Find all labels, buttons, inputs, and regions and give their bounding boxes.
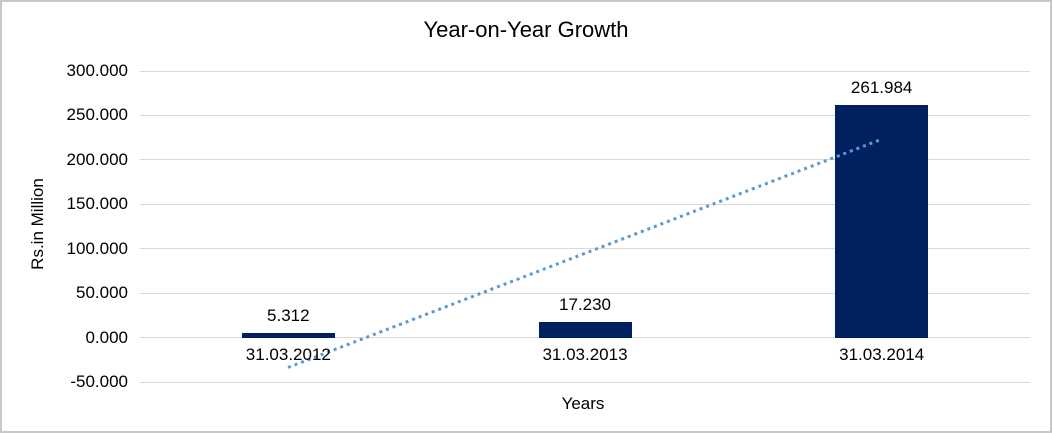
y-axis-tick-label: 300.000 bbox=[66, 61, 128, 80]
y-axis-tick-label: 0.000 bbox=[85, 327, 128, 347]
y-axis-tick-label: 100.000 bbox=[66, 238, 128, 258]
bar bbox=[241, 332, 335, 338]
gridline bbox=[140, 292, 1030, 294]
gridline bbox=[140, 337, 1030, 339]
y-axis-tick-label: 250.000 bbox=[66, 105, 128, 125]
gridline bbox=[140, 248, 1030, 250]
data-label: 17.230 bbox=[559, 295, 611, 315]
chart-title: Year-on-Year Growth bbox=[423, 17, 629, 42]
category-label: 31.03.2012 bbox=[245, 344, 331, 364]
gridline bbox=[140, 381, 1030, 383]
y-axis-tick-label: 50.000 bbox=[76, 283, 128, 303]
data-label: 261.984 bbox=[850, 77, 913, 97]
bar bbox=[538, 322, 632, 338]
gridline bbox=[140, 114, 1030, 116]
category-label: 31.03.2013 bbox=[542, 344, 628, 364]
y-axis-tick-label: 150.000 bbox=[66, 194, 128, 214]
x-axis-title: Years bbox=[561, 394, 605, 413]
gridline bbox=[140, 203, 1030, 205]
data-label: 5.312 bbox=[267, 305, 310, 325]
gridline bbox=[140, 159, 1030, 161]
category-label: 31.03.2014 bbox=[839, 344, 925, 364]
bar bbox=[835, 104, 929, 338]
y-axis-tick-label: 200.000 bbox=[66, 149, 128, 169]
y-axis-tick-label: -50.000 bbox=[70, 372, 128, 391]
gridline bbox=[140, 70, 1030, 72]
